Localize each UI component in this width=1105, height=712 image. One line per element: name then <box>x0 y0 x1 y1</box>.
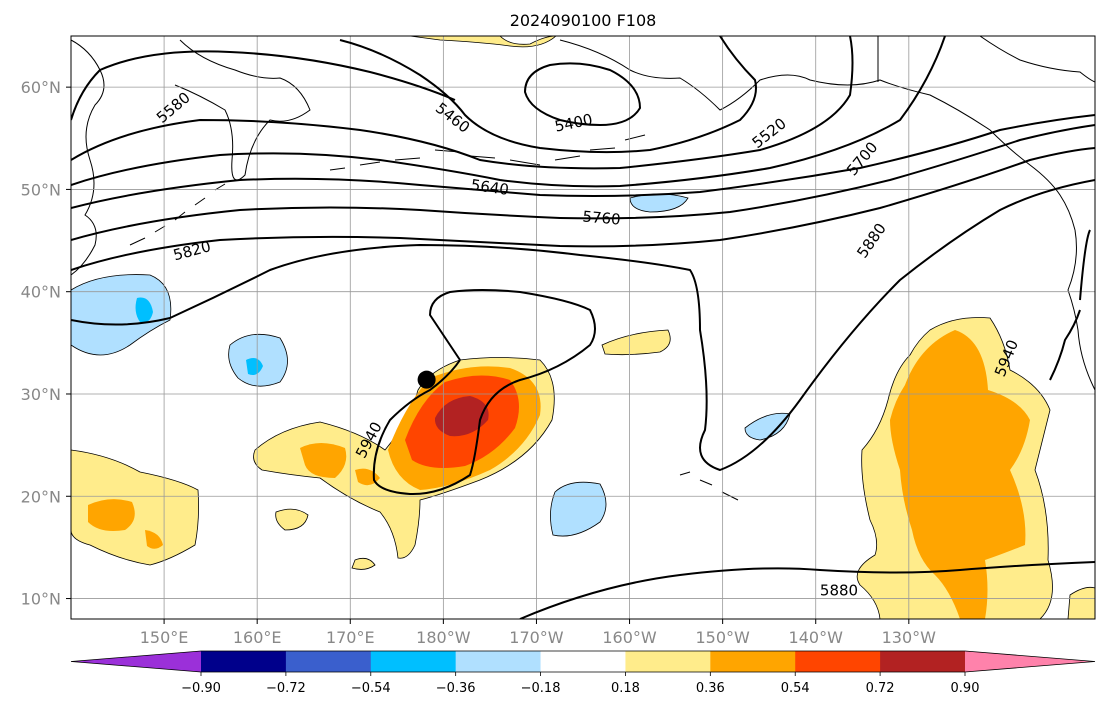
contour-label: 5760 <box>582 207 622 228</box>
contour-label: 5400 <box>553 110 594 136</box>
figure-title: 2024090100 F108 <box>510 11 657 30</box>
colorbar-tick-label: −0.18 <box>521 681 561 696</box>
longitude-axis: 150°E 160°E 170°E 180°W 170°W 160°W 150°W 140°W… <box>140 619 936 647</box>
colorbar-swatch <box>285 651 372 672</box>
map-frame <box>70 35 1096 620</box>
colorbar-swatch <box>625 651 711 672</box>
colorbar-swatch <box>540 651 626 672</box>
negative-anomaly-area <box>550 481 607 537</box>
lat-tick-label: 10°N <box>21 590 61 609</box>
contour-5580-north <box>71 36 946 188</box>
contour-label: 5640 <box>470 176 510 199</box>
negative-anomaly-area <box>71 274 172 356</box>
contour-label-group: 5820 <box>171 237 213 264</box>
positive-anomaly-area <box>351 557 376 570</box>
positive-anomaly-core <box>145 530 163 549</box>
contour-5520 <box>71 36 854 170</box>
positive-anomaly-area <box>601 329 671 356</box>
positive-anomaly-core <box>88 499 135 531</box>
colorbar-tick-label: −0.90 <box>181 681 221 696</box>
colorbar-tick-label: 0.36 <box>696 681 725 696</box>
contour-5640 <box>71 114 1095 209</box>
colorbar-swatch <box>880 651 966 672</box>
contour-5760 <box>71 147 1095 271</box>
negative-anomaly-areas <box>71 193 791 537</box>
lat-tick-label: 60°N <box>21 78 61 97</box>
negative-anomaly-core <box>135 297 153 323</box>
lon-tick-label: 180°W <box>416 628 471 647</box>
contour-5940-ne <box>1049 309 1081 381</box>
negative-anomaly-area <box>629 193 689 213</box>
positive-anomaly-area <box>1067 586 1095 619</box>
lat-tick-label: 30°N <box>21 385 61 404</box>
colorbar-extend-min <box>71 651 201 672</box>
lon-tick-label: 140°W <box>789 628 844 647</box>
colorbar-tick-label: 0.72 <box>866 681 895 696</box>
colorbar-tick-label: −0.54 <box>351 681 391 696</box>
colorbar: −0.90 −0.72 −0.54 −0.36 −0.18 0.18 0.36 0.54 0.7… <box>70 650 1096 696</box>
lon-tick-label: 160°W <box>602 628 657 647</box>
colorbar-swatch <box>455 651 542 672</box>
positive-anomaly-area <box>275 508 309 531</box>
contour-5880 <box>372 289 596 496</box>
colorbar-swatch <box>201 651 287 672</box>
latitude-axis: 10°N 20°N 30°N 40°N 50°N 60°N <box>21 78 71 609</box>
height-contours <box>71 36 1095 619</box>
coastline-hawaii <box>679 471 739 501</box>
negative-anomaly-core <box>246 358 263 375</box>
lat-tick-label: 50°N <box>21 180 61 199</box>
positive-anomaly-area <box>409 36 557 48</box>
positive-anomaly-core <box>300 443 347 478</box>
contour-label: 5880 <box>820 581 858 599</box>
contour-label-group: 5700 <box>843 138 881 179</box>
colorbar-swatch <box>370 651 457 672</box>
contour-label-group: 5760 <box>582 207 622 228</box>
coastline-kamchatka <box>174 39 311 181</box>
contour-label-group: 5880 <box>820 581 858 599</box>
colorbar-extend-max <box>965 651 1095 672</box>
colorbar-tick-label: −0.36 <box>436 681 476 696</box>
negative-anomaly-area <box>744 412 791 441</box>
colorbar-tick-label: −0.72 <box>266 681 306 696</box>
positive-anomaly-area <box>71 449 199 566</box>
coastline-kurils <box>129 183 226 246</box>
positive-anomaly-core <box>434 396 489 437</box>
lon-tick-label: 130°W <box>882 628 937 647</box>
storm-center-marker <box>417 370 436 389</box>
positive-anomaly-areas <box>71 36 1095 619</box>
contour-5460 <box>339 36 757 154</box>
positive-anomaly-core <box>890 330 1030 619</box>
colorbar-tick-label: 0.18 <box>611 681 640 696</box>
lon-tick-label: 150°E <box>140 628 189 647</box>
lon-tick-label: 170°E <box>326 628 375 647</box>
colorbar-tick-label: 0.54 <box>781 681 810 696</box>
coastline-alaska <box>559 39 1076 231</box>
lon-tick-label: 160°E <box>233 628 282 647</box>
contour-label-group: 5880 <box>853 220 890 262</box>
lon-tick-label: 150°W <box>695 628 750 647</box>
contour-5580 <box>71 50 456 121</box>
lon-tick-label: 170°W <box>509 628 564 647</box>
contour-5940-ne2 <box>1079 229 1091 301</box>
coastline-north-america <box>1067 229 1095 391</box>
contour-5400 <box>523 62 642 127</box>
colorbar-swatch <box>795 651 881 672</box>
coastline-north <box>979 36 1095 83</box>
colorbar-tick-label: 0.90 <box>951 681 980 696</box>
colorbar-swatch <box>710 651 796 672</box>
contour-label-group: 5400 <box>553 110 594 136</box>
contour-label: 5820 <box>171 237 213 264</box>
lat-tick-label: 20°N <box>21 487 61 506</box>
contour-5880-ne <box>519 561 1095 619</box>
lat-tick-label: 40°N <box>21 283 61 302</box>
contour-5820 <box>71 179 1095 472</box>
contour-label-group: 5640 <box>470 176 510 199</box>
gridlines <box>71 36 1095 619</box>
coastline-aleutians <box>329 134 646 171</box>
contour-5700 <box>71 124 1095 241</box>
